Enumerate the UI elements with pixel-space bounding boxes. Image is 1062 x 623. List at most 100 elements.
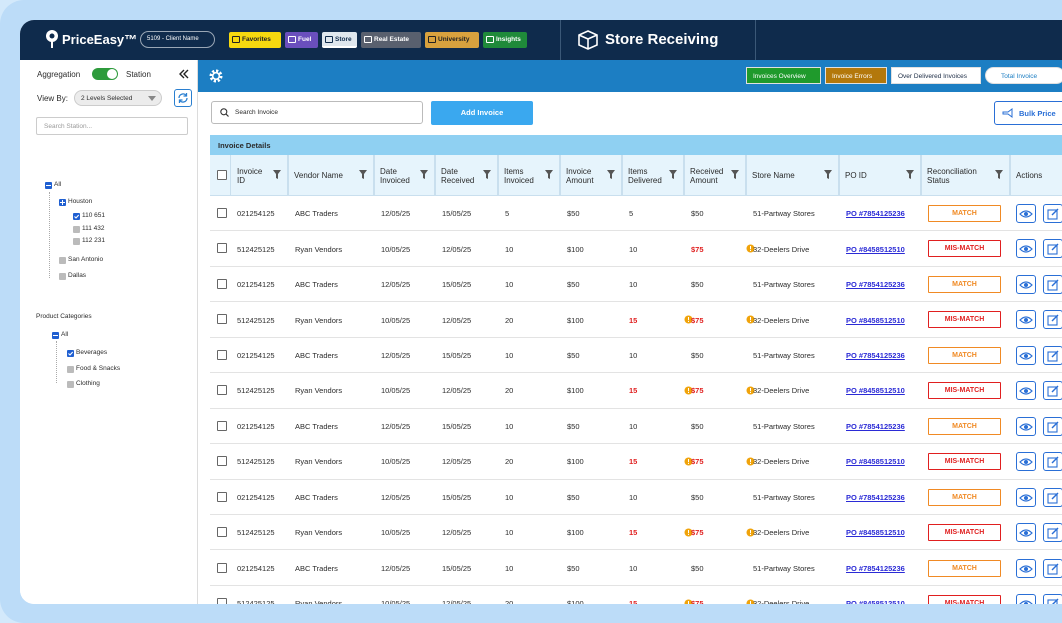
tree-box[interactable] — [67, 350, 74, 357]
view-button[interactable] — [1016, 593, 1036, 604]
tree-box[interactable] — [45, 182, 52, 189]
view-button[interactable] — [1016, 416, 1036, 436]
checkbox[interactable] — [217, 314, 227, 325]
filter-icon[interactable] — [545, 170, 553, 181]
filter-icon[interactable] — [669, 170, 677, 181]
po-link[interactable]: PO #8458512510 — [846, 599, 905, 604]
edit-button[interactable] — [1043, 345, 1062, 365]
checkbox[interactable] — [217, 278, 227, 289]
filter-icon[interactable] — [607, 170, 615, 181]
po-link[interactable]: PO #8458512510 — [846, 244, 905, 254]
view-button[interactable] — [1016, 204, 1036, 223]
filter-icon[interactable] — [824, 170, 832, 181]
edit-button[interactable] — [1043, 239, 1062, 259]
tree-box[interactable] — [73, 225, 80, 233]
filter-icon[interactable] — [995, 170, 1003, 181]
edit-button[interactable] — [1043, 310, 1062, 330]
tree-box[interactable] — [52, 332, 59, 339]
tree-label[interactable]: 110 651 — [82, 212, 106, 219]
view-button[interactable] — [1016, 239, 1036, 259]
filter-icon[interactable] — [731, 170, 739, 181]
edit-button[interactable] — [1043, 558, 1062, 578]
tree-label[interactable]: Houston — [68, 198, 93, 205]
settings-icon[interactable] — [208, 68, 224, 84]
tree-label[interactable]: Dallas — [68, 272, 87, 279]
po-link[interactable]: PO #8458512510 — [846, 386, 905, 396]
po-link[interactable]: PO #7854125236 — [846, 209, 905, 219]
nav-button[interactable]: Real Estate — [361, 32, 421, 48]
tree-label[interactable]: Beverages — [76, 349, 108, 356]
nav-button[interactable]: Favorites — [229, 32, 281, 48]
tree-box[interactable] — [67, 365, 74, 373]
tree-label[interactable]: All — [61, 331, 69, 338]
checkbox[interactable] — [217, 562, 227, 573]
tree-label[interactable]: All — [54, 181, 62, 188]
edit-button[interactable] — [1043, 381, 1062, 401]
po-link[interactable]: PO #8458512510 — [846, 315, 905, 325]
filter-icon[interactable] — [906, 170, 914, 181]
filter-icon[interactable] — [273, 170, 281, 181]
po-link[interactable]: PO #7854125236 — [846, 280, 905, 290]
checkbox[interactable] — [217, 527, 227, 538]
checkbox[interactable] — [217, 420, 227, 431]
tree-box[interactable] — [73, 238, 80, 245]
nav-button[interactable]: Fuel — [285, 32, 318, 48]
filter-icon[interactable] — [420, 170, 428, 181]
tree-box[interactable] — [67, 381, 74, 388]
po-link[interactable]: PO #8458512510 — [846, 457, 905, 467]
nav-button[interactable]: University — [425, 32, 479, 48]
nav-button[interactable]: Insights — [483, 32, 527, 48]
tree-label[interactable]: San Antonio — [68, 256, 104, 263]
checkbox[interactable] — [217, 243, 227, 254]
view-button[interactable] — [1016, 274, 1036, 294]
view-button[interactable] — [1016, 310, 1036, 330]
tree-box[interactable] — [59, 273, 66, 280]
view-button[interactable] — [1016, 345, 1036, 365]
nav-button[interactable]: Store — [322, 32, 357, 48]
tree-box[interactable] — [59, 257, 66, 264]
edit-button[interactable] — [1043, 523, 1062, 543]
filter-icon[interactable] — [483, 170, 491, 181]
search-invoice[interactable]: Search Invoice — [211, 101, 423, 124]
search-station[interactable]: Search Station... — [36, 117, 188, 135]
checkbox[interactable] — [217, 491, 227, 502]
checkbox[interactable] — [217, 349, 227, 360]
po-link[interactable]: PO #7854125236 — [846, 492, 905, 502]
edit-button[interactable] — [1043, 416, 1062, 436]
checkbox[interactable] — [217, 170, 227, 180]
po-link[interactable]: PO #7854125236 — [846, 421, 905, 431]
edit-button[interactable] — [1043, 487, 1062, 507]
tab[interactable]: Invoice Errors — [825, 67, 887, 84]
po-link[interactable]: PO #8458512510 — [846, 528, 905, 538]
tab[interactable]: Total Invoice — [985, 67, 1062, 84]
checkbox[interactable] — [217, 208, 227, 218]
edit-button[interactable] — [1043, 452, 1062, 472]
add-invoice-button[interactable]: Add Invoice — [431, 101, 533, 125]
view-button[interactable] — [1016, 452, 1036, 472]
view-button[interactable] — [1016, 381, 1036, 401]
view-button[interactable] — [1016, 523, 1036, 543]
tree-label[interactable]: 111 432 — [82, 224, 105, 232]
tab[interactable]: Invoices Overview — [746, 67, 821, 84]
checkbox[interactable] — [217, 597, 227, 604]
checkbox[interactable] — [217, 385, 227, 396]
tree-label[interactable]: Food & Snacks — [76, 364, 121, 372]
po-link[interactable]: PO #7854125236 — [846, 563, 905, 573]
tab[interactable]: Over Delivered Invoices — [891, 67, 981, 84]
filter-icon[interactable] — [359, 170, 367, 181]
levels-dropdown[interactable]: 2 Levels Selected — [74, 90, 162, 106]
checkbox[interactable] — [217, 456, 227, 467]
collapse-icon[interactable] — [179, 69, 189, 81]
tree-label[interactable]: 112 231 — [82, 237, 106, 244]
toggle[interactable] — [92, 68, 118, 80]
view-button[interactable] — [1016, 487, 1036, 507]
tree-box[interactable] — [59, 199, 66, 206]
tree-box[interactable] — [73, 213, 80, 220]
edit-button[interactable] — [1043, 274, 1062, 294]
bulk-price-button[interactable]: Bulk Price — [994, 101, 1062, 125]
refresh-button[interactable] — [174, 89, 192, 107]
tree-label[interactable]: Clothing — [76, 380, 100, 387]
edit-button[interactable] — [1043, 593, 1062, 604]
view-button[interactable] — [1016, 558, 1036, 578]
po-link[interactable]: PO #7854125236 — [846, 351, 905, 361]
